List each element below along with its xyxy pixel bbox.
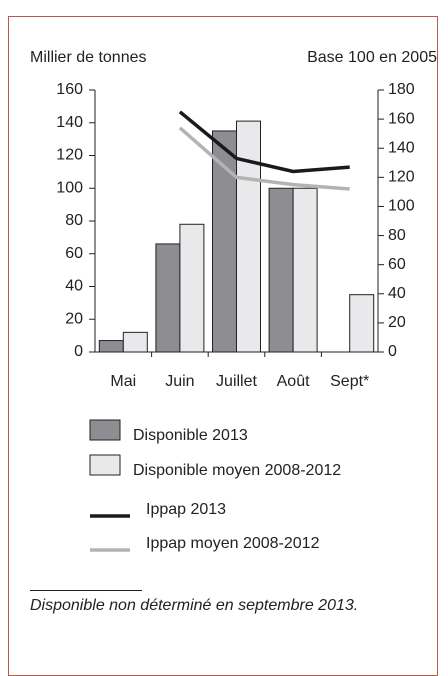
y2-tick-label: 0	[388, 343, 397, 360]
y2-tick-label: 60	[388, 256, 406, 273]
y-tick-label: 80	[65, 212, 83, 229]
bar	[179, 223, 205, 353]
x-tick-label: Mai	[110, 373, 136, 390]
y2-tick-label: 20	[388, 314, 406, 331]
y2-tick-label: 100	[388, 198, 415, 215]
x-tick-label: Juillet	[216, 373, 257, 390]
y2-tick-label: 40	[388, 285, 406, 302]
legend-swatch	[89, 454, 121, 476]
y-tick-label: 20	[65, 310, 83, 327]
y2-tick-label: 80	[388, 227, 406, 244]
y2-tick-label: 180	[388, 81, 415, 98]
legend-swatch	[89, 419, 121, 441]
page: {"chart_data": {"type": "bar", "ylabel":…	[8, 16, 438, 676]
bar	[349, 294, 375, 353]
legend-label: Ippap 2013	[146, 501, 226, 518]
bar	[268, 187, 294, 353]
y-axis-label: Millier de tonnes	[30, 49, 147, 66]
bar	[236, 120, 261, 353]
bar	[155, 243, 181, 353]
footnote: Disponible non déterminé en septembre 20…	[30, 597, 359, 614]
x-tick-label: Sept*	[330, 373, 369, 390]
footnote-rule	[30, 590, 142, 591]
y-tick-label: 100	[56, 179, 83, 196]
y2-axis-label: Base 100 en 2005	[307, 49, 437, 66]
bar	[292, 187, 318, 353]
x-tick-label: Août	[277, 373, 310, 390]
legend-label: Disponible 2013	[133, 427, 248, 444]
legend-label: Ippap moyen 2008-2012	[146, 535, 320, 552]
y2-tick-label: 120	[388, 169, 415, 186]
chart: Millier de tonnes Base 100 en 2005 0 20 40…	[30, 49, 437, 552]
bar	[212, 130, 237, 353]
y-tick-label: 60	[65, 245, 83, 262]
y2-tick-label: 160	[388, 110, 415, 127]
bar	[98, 340, 124, 353]
y-tick-label: 160	[56, 81, 83, 98]
line	[178, 110, 350, 174]
y2-tick-label: 140	[388, 139, 415, 156]
x-tick-label: Juin	[165, 373, 194, 390]
legend-label: Disponible moyen 2008-2012	[133, 462, 341, 479]
y-tick-label: 0	[74, 343, 83, 360]
y-tick-label: 120	[56, 147, 83, 164]
bar	[122, 331, 148, 353]
y-tick-label: 40	[65, 278, 83, 295]
y-tick-label: 140	[56, 114, 83, 131]
line	[178, 126, 350, 191]
